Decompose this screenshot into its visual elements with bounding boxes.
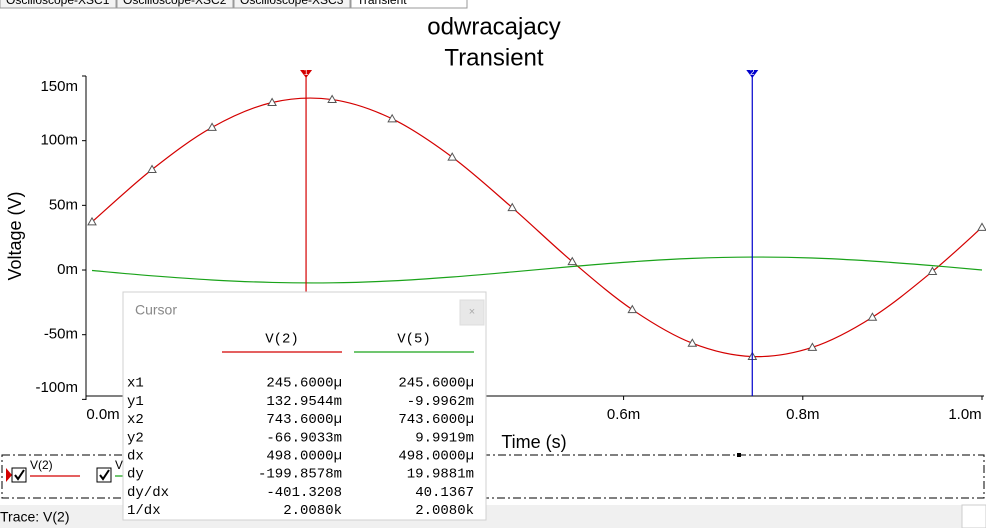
cursor-label: 1 <box>304 68 309 77</box>
data-marker <box>207 122 217 131</box>
y-tick-label: 0m <box>57 261 78 278</box>
legend-check <box>99 469 110 481</box>
data-marker <box>567 256 578 266</box>
cell-value: 245.6000µ <box>398 376 474 392</box>
x-axis-label: Time (s) <box>501 432 566 452</box>
row-label: dx <box>127 449 144 465</box>
tab-label[interactable]: Oscilloscope-XSC3 <box>240 0 344 7</box>
y-tick-label: 100m <box>40 132 78 149</box>
panel-frame <box>122 291 487 521</box>
y-tick-label: -100m <box>35 379 78 396</box>
chart-subtitle: Transient <box>444 44 543 71</box>
data-marker <box>87 216 97 226</box>
column-header: V(2) <box>265 332 299 348</box>
tab[interactable] <box>350 0 468 9</box>
cell-value: 498.0000µ <box>266 449 342 465</box>
data-marker <box>927 266 938 275</box>
row-label: dy/dx <box>127 485 169 501</box>
tab[interactable] <box>0 0 117 9</box>
y-axis-label: Voltage (V) <box>5 191 25 280</box>
cell-value: 19.9881m <box>407 467 474 483</box>
tab[interactable] <box>233 0 351 9</box>
status-text: Trace: V(2) <box>0 509 70 525</box>
x-tick-label: 0.6m <box>607 406 640 423</box>
row-label: 1/dx <box>127 503 161 519</box>
column-header: V(5) <box>397 332 431 348</box>
cell-value: 40.1367 <box>415 485 474 501</box>
data-marker <box>627 304 638 314</box>
row-label: y1 <box>127 394 144 410</box>
data-marker <box>147 164 157 174</box>
cell-value: 743.6000µ <box>398 412 474 428</box>
tab-label[interactable]: Oscilloscope-XSC1 <box>6 0 110 7</box>
plot: -100m -50m 0m 50m 100m 150m 0.0m 0.6m 0.8m 1.0m 1 2 <box>35 68 986 423</box>
data-marker <box>447 152 458 161</box>
row-label: x2 <box>127 412 144 428</box>
series-line <box>91 97 983 358</box>
tab[interactable] <box>116 0 234 9</box>
data-marker <box>327 94 337 104</box>
cell-value: 9.9919m <box>415 430 474 446</box>
close-button[interactable] <box>459 299 485 326</box>
legend-box <box>1 454 985 499</box>
cursor-handle[interactable] <box>300 70 313 78</box>
x-tick-label: 0.0m <box>86 406 119 423</box>
data-marker <box>977 222 986 231</box>
data-marker <box>267 97 277 107</box>
series-line <box>91 256 983 284</box>
row-label: dy <box>127 467 144 483</box>
tab-label[interactable]: Oscilloscope-XSC2 <box>123 0 227 7</box>
cursor-label: 2 <box>750 68 755 77</box>
data-marker <box>687 338 698 347</box>
data-marker <box>507 202 518 212</box>
row-label: y2 <box>127 430 144 446</box>
close-icon[interactable]: × <box>469 306 475 318</box>
y-tick-label: -50m <box>44 326 78 343</box>
cell-value: -9.9962m <box>407 394 474 410</box>
x-tick-label: 0.8m <box>786 406 819 423</box>
cell-value: 743.6000µ <box>266 412 342 428</box>
cell-value: 132.9544m <box>266 394 342 410</box>
panel-title: Cursor <box>135 302 177 318</box>
cell-value: -401.3208 <box>266 485 342 501</box>
cursor-handle[interactable] <box>746 70 759 78</box>
cell-value: -66.9033m <box>266 430 342 446</box>
x-tick-label: 1.0m <box>948 406 981 423</box>
cell-value: 2.0080k <box>415 503 474 519</box>
legend-label: V(2) <box>30 458 53 472</box>
cell-value: 2.0080k <box>283 503 342 519</box>
chart-title: odwracajacy <box>427 13 560 40</box>
tab-label[interactable]: Transient <box>357 0 407 7</box>
data-marker <box>807 342 818 351</box>
status-corner <box>961 504 986 528</box>
y-tick-label: 150m <box>40 78 78 95</box>
cell-value: 498.0000µ <box>398 449 474 465</box>
tab-bar: Oscilloscope-XSC1 Oscilloscope-XSC2 Oscill… <box>0 0 468 9</box>
cell-value: -199.8578m <box>258 467 342 483</box>
data-marker <box>867 312 878 321</box>
y-tick-label: 50m <box>49 196 78 213</box>
cell-value: 245.6000µ <box>266 376 342 392</box>
cursor-panel: Cursor × V(2) V(5) x1 245.6000µ 245.6000µ y1 1… <box>122 291 487 521</box>
legend-selected <box>6 468 12 482</box>
data-marker <box>387 113 398 123</box>
resize-handle <box>737 453 741 457</box>
row-label: x1 <box>127 376 144 392</box>
legend-check <box>14 469 25 481</box>
